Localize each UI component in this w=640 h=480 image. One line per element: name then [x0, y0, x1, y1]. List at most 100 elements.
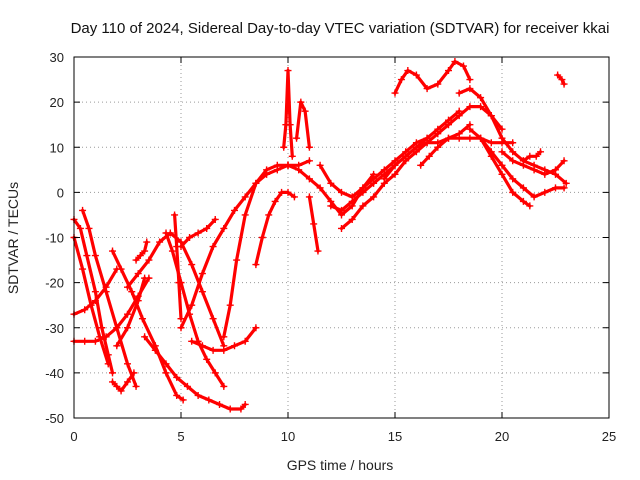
data-point: [423, 139, 431, 147]
data-point: [162, 229, 170, 237]
data-point: [220, 346, 228, 354]
data-point: [220, 333, 228, 341]
data-point: [263, 166, 271, 174]
series-sat-v: [305, 193, 322, 255]
data-point: [562, 179, 570, 187]
data-point: [359, 188, 367, 196]
data-point: [271, 197, 279, 205]
x-axis-title: GPS time / hours: [287, 457, 394, 473]
x-tick-label: 20: [495, 429, 509, 444]
data-point: [455, 134, 463, 142]
series-line: [134, 240, 149, 262]
data-point: [338, 206, 345, 214]
data-point: [391, 161, 399, 169]
data-point: [305, 175, 313, 183]
data-point: [370, 179, 378, 187]
data-point: [526, 202, 534, 210]
data-point: [102, 283, 110, 291]
data-point: [102, 333, 110, 341]
data-point: [273, 161, 281, 169]
data-point: [314, 247, 322, 255]
data-point: [113, 324, 121, 332]
data-point: [284, 67, 292, 75]
data-point: [423, 85, 431, 93]
data-point: [348, 197, 356, 205]
data-point: [209, 315, 217, 323]
series-layer: [70, 58, 570, 413]
data-point: [370, 193, 378, 201]
data-point: [290, 193, 298, 201]
data-point: [76, 224, 84, 232]
x-tick-label: 25: [602, 429, 616, 444]
data-point: [109, 369, 117, 377]
data-point: [327, 179, 335, 187]
data-point: [81, 306, 89, 314]
data-point: [425, 152, 433, 160]
data-point: [124, 324, 131, 332]
data-point: [526, 152, 534, 160]
data-point: [466, 134, 474, 142]
data-point: [412, 71, 420, 79]
data-point: [455, 112, 463, 120]
data-point: [205, 396, 213, 404]
series-sat-z: [380, 121, 474, 183]
series-line: [339, 104, 504, 231]
y-tick-label: 10: [50, 140, 64, 155]
data-point: [541, 188, 549, 196]
data-point: [233, 256, 241, 264]
data-point: [252, 261, 260, 269]
series-sat-f: [109, 247, 187, 404]
data-point: [278, 188, 286, 196]
data-point: [509, 157, 517, 165]
data-point: [134, 270, 142, 278]
series-sat-u: [293, 98, 313, 151]
data-point: [434, 130, 442, 138]
grid: [74, 57, 609, 418]
data-point: [209, 346, 217, 354]
data-point: [348, 215, 356, 223]
series-sat-q: [220, 161, 292, 341]
data-point: [519, 184, 527, 192]
series-sat-i: [132, 238, 151, 264]
data-point: [397, 76, 405, 84]
data-point: [173, 373, 181, 381]
y-axis-title: SDTVAR / TECUs: [5, 182, 21, 294]
data-point: [316, 161, 324, 169]
data-point: [124, 310, 131, 318]
data-point: [91, 337, 99, 345]
data-point: [509, 188, 517, 196]
data-point: [211, 369, 219, 377]
data-point: [216, 400, 224, 408]
data-point: [130, 369, 138, 377]
data-point: [143, 238, 151, 246]
data-point: [459, 62, 467, 70]
data-point: [560, 157, 568, 165]
data-point: [91, 252, 99, 260]
data-point: [156, 238, 164, 246]
series-sat-l: [162, 229, 228, 390]
data-point: [487, 139, 495, 147]
series-sat-ah: [554, 71, 568, 88]
data-point: [113, 382, 121, 390]
data-point: [402, 152, 410, 160]
data-point: [560, 80, 568, 88]
y-tick-label: 30: [50, 50, 64, 65]
data-point: [241, 400, 249, 408]
data-point: [391, 170, 399, 178]
data-point: [293, 134, 301, 142]
data-point: [295, 166, 303, 174]
data-point: [162, 360, 170, 368]
data-point: [519, 197, 527, 205]
data-point: [198, 342, 206, 350]
series-sat-s: [280, 67, 296, 160]
data-point: [532, 152, 540, 160]
data-point: [305, 193, 313, 201]
series-sat-o: [177, 215, 219, 251]
data-point: [132, 382, 140, 390]
x-tick-label: 5: [177, 429, 184, 444]
data-point: [173, 391, 181, 399]
series-sat-aa: [391, 58, 474, 97]
data-point: [445, 134, 452, 142]
data-point: [391, 89, 399, 97]
